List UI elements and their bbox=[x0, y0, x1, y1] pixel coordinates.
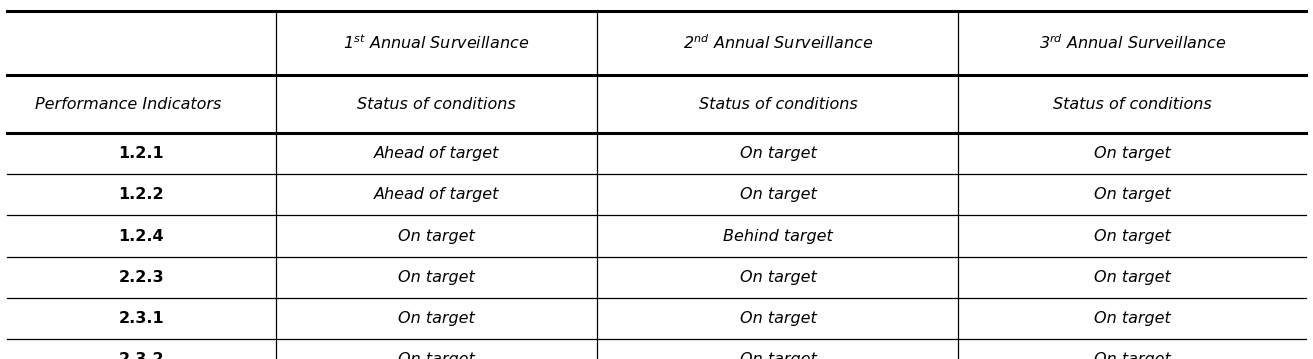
Text: 1.2.1: 1.2.1 bbox=[118, 146, 164, 161]
Text: On target: On target bbox=[398, 270, 475, 285]
Text: Behind target: Behind target bbox=[723, 229, 832, 243]
Text: On target: On target bbox=[739, 311, 817, 326]
Text: Ahead of target: Ahead of target bbox=[374, 146, 499, 161]
Text: 2$^{nd}$ Annual Surveillance: 2$^{nd}$ Annual Surveillance bbox=[683, 34, 873, 52]
Text: Performance Indicators: Performance Indicators bbox=[35, 97, 221, 112]
Text: 3$^{rd}$ Annual Surveillance: 3$^{rd}$ Annual Surveillance bbox=[1039, 34, 1226, 52]
Text: On target: On target bbox=[739, 146, 817, 161]
Text: On target: On target bbox=[1094, 311, 1171, 326]
Text: 2.3.2: 2.3.2 bbox=[118, 353, 164, 359]
Text: Ahead of target: Ahead of target bbox=[374, 187, 499, 202]
Text: On target: On target bbox=[739, 187, 817, 202]
Text: 2.2.3: 2.2.3 bbox=[118, 270, 164, 285]
Text: On target: On target bbox=[1094, 146, 1171, 161]
Text: Status of conditions: Status of conditions bbox=[357, 97, 516, 112]
Text: On target: On target bbox=[1094, 229, 1171, 243]
Text: 1$^{st}$ Annual Surveillance: 1$^{st}$ Annual Surveillance bbox=[344, 34, 529, 52]
Text: On target: On target bbox=[1094, 353, 1171, 359]
Text: On target: On target bbox=[1094, 270, 1171, 285]
Text: Status of conditions: Status of conditions bbox=[1053, 97, 1212, 112]
Text: 2.3.1: 2.3.1 bbox=[118, 311, 164, 326]
Text: 1.2.2: 1.2.2 bbox=[118, 187, 164, 202]
Text: On target: On target bbox=[739, 270, 817, 285]
Text: On target: On target bbox=[398, 353, 475, 359]
Text: On target: On target bbox=[398, 311, 475, 326]
Text: On target: On target bbox=[398, 229, 475, 243]
Text: Status of conditions: Status of conditions bbox=[699, 97, 857, 112]
Text: On target: On target bbox=[739, 353, 817, 359]
Text: On target: On target bbox=[1094, 187, 1171, 202]
Text: 1.2.4: 1.2.4 bbox=[118, 229, 164, 243]
